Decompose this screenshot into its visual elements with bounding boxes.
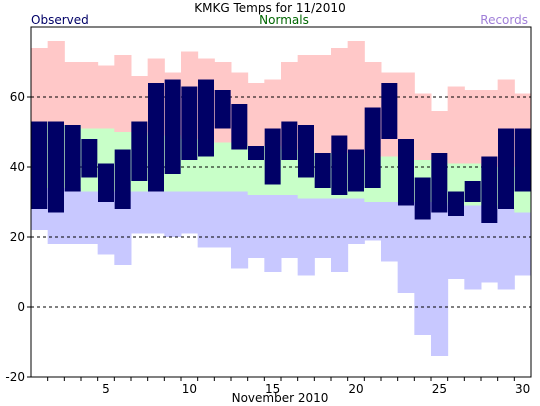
observed-bar bbox=[364, 107, 381, 188]
record-high-band bbox=[81, 62, 99, 129]
record-low-band bbox=[281, 195, 299, 258]
x-tick-label: 30 bbox=[515, 382, 530, 396]
observed-bar bbox=[64, 125, 81, 192]
observed-bar bbox=[81, 139, 98, 178]
record-high-band bbox=[447, 86, 465, 164]
observed-bar bbox=[398, 139, 414, 206]
observed-bar bbox=[164, 79, 181, 174]
observed-bar bbox=[514, 128, 531, 192]
observed-bar bbox=[98, 163, 114, 202]
observed-bar bbox=[431, 153, 448, 213]
plot-area: -20 0 20 40 60 5 10 15 20 25 30 bbox=[5, 26, 532, 396]
x-tick-label: 5 bbox=[102, 382, 110, 396]
record-low-band bbox=[164, 191, 182, 237]
record-low-band bbox=[397, 202, 415, 293]
record-high-band bbox=[331, 48, 349, 153]
observed-bar bbox=[348, 149, 364, 192]
record-high-band bbox=[97, 65, 115, 129]
record-low-band bbox=[264, 195, 282, 272]
normal-band bbox=[231, 142, 249, 192]
record-low-band bbox=[231, 191, 249, 269]
record-low-band bbox=[214, 191, 232, 248]
y-tick-label: 60 bbox=[10, 90, 25, 104]
normal-band bbox=[214, 142, 232, 192]
observed-bar bbox=[248, 146, 264, 160]
record-high-band bbox=[31, 48, 49, 122]
record-high-band bbox=[314, 55, 332, 153]
y-tick-label: 0 bbox=[17, 300, 25, 314]
y-tick-label: -20 bbox=[5, 370, 25, 384]
record-high-band bbox=[131, 76, 149, 132]
legend-records: Records bbox=[480, 13, 528, 27]
record-high-band bbox=[247, 83, 265, 146]
x-axis-label: November 2010 bbox=[232, 391, 329, 405]
record-high-band bbox=[464, 90, 482, 164]
observed-bar bbox=[331, 135, 348, 195]
record-high-band bbox=[47, 41, 65, 125]
observed-bar bbox=[264, 128, 281, 185]
record-low-band bbox=[431, 202, 449, 356]
observed-bar bbox=[48, 121, 64, 213]
observed-bar bbox=[464, 181, 481, 202]
y-tick-label: 20 bbox=[10, 230, 25, 244]
observed-bar bbox=[231, 104, 248, 150]
record-low-band bbox=[497, 209, 515, 290]
observed-bar bbox=[181, 86, 198, 160]
normal-band bbox=[281, 149, 299, 195]
record-high-band bbox=[64, 62, 82, 125]
observed-bar bbox=[214, 90, 231, 129]
observed-bar bbox=[114, 149, 131, 209]
record-low-band bbox=[181, 191, 199, 234]
record-low-band bbox=[64, 188, 82, 244]
record-low-band bbox=[447, 205, 465, 279]
observed-bar bbox=[281, 121, 298, 160]
record-low-band bbox=[81, 191, 99, 244]
observed-bar bbox=[298, 125, 314, 178]
record-low-band bbox=[197, 191, 215, 248]
observed-bar bbox=[314, 153, 331, 188]
record-low-band bbox=[364, 202, 382, 241]
observed-bar bbox=[448, 191, 464, 216]
record-low-band bbox=[314, 198, 332, 258]
record-low-band bbox=[481, 205, 499, 283]
observed-bar bbox=[498, 128, 514, 209]
observed-bar bbox=[381, 83, 398, 139]
record-high-band bbox=[397, 72, 415, 160]
record-low-band bbox=[514, 212, 532, 276]
record-low-band bbox=[331, 198, 349, 272]
record-low-band bbox=[297, 198, 315, 276]
observed-bar bbox=[481, 156, 498, 223]
observed-bar bbox=[414, 177, 431, 220]
x-tick-label: 15 bbox=[265, 382, 280, 396]
x-tick-label: 25 bbox=[432, 382, 447, 396]
legend-normals: Normals bbox=[259, 13, 309, 27]
observed-bar bbox=[148, 83, 164, 192]
record-low-band bbox=[131, 191, 149, 234]
record-high-band bbox=[431, 111, 449, 160]
observed-bar bbox=[198, 79, 214, 157]
record-low-band bbox=[464, 205, 482, 290]
record-high-band bbox=[414, 93, 432, 160]
record-low-band bbox=[414, 202, 432, 335]
record-low-band bbox=[381, 202, 399, 262]
normal-band bbox=[381, 156, 399, 202]
record-low-band bbox=[347, 198, 365, 244]
x-tick-label: 10 bbox=[182, 382, 197, 396]
observed-bar bbox=[131, 121, 148, 181]
record-high-band bbox=[481, 90, 499, 167]
chart-title: KMKG Temps for 11/2010 bbox=[194, 1, 345, 15]
record-low-band bbox=[247, 195, 265, 258]
record-low-band bbox=[114, 191, 132, 265]
record-low-band bbox=[97, 191, 115, 255]
x-tick-label: 20 bbox=[348, 382, 363, 396]
y-tick-label: 40 bbox=[10, 160, 25, 174]
record-high-band bbox=[114, 55, 132, 132]
record-low-band bbox=[147, 191, 165, 234]
observed-bar bbox=[31, 121, 48, 209]
legend-observed: Observed bbox=[31, 13, 89, 27]
